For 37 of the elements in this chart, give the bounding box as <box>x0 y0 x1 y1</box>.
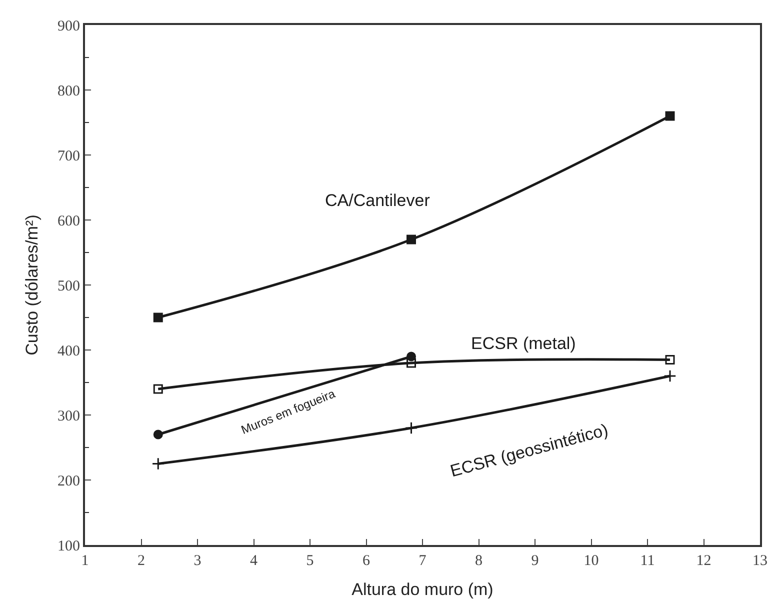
series-label: ECSR (metal) <box>471 334 576 353</box>
x-tick-label: 12 <box>696 553 712 569</box>
x-tick-label: 9 <box>531 553 539 569</box>
x-tick-label: 1 <box>81 553 89 569</box>
x-tick-label: 13 <box>752 553 768 569</box>
point <box>406 234 416 244</box>
point <box>153 312 163 322</box>
point <box>665 355 675 364</box>
y-tick-label: 100 <box>58 538 80 554</box>
y-axis-title: Custo (dólares/m²) <box>22 214 42 356</box>
x-tick-label: 6 <box>362 553 370 569</box>
y-tick-label: 500 <box>58 278 80 294</box>
point <box>664 370 676 382</box>
x-tick-label: 8 <box>475 553 482 569</box>
point <box>406 352 416 362</box>
y-tick-label: 700 <box>58 148 80 164</box>
x-tick-label: 2 <box>138 553 145 569</box>
point <box>665 111 675 121</box>
x-axis-title: Altura do muro (m) <box>352 580 494 599</box>
point <box>404 422 418 434</box>
y-tick-label: 900 <box>58 18 80 34</box>
y-tick-label: 800 <box>58 83 80 100</box>
x-tick-label: 7 <box>418 553 427 569</box>
y-tick-label: 300 <box>58 408 80 424</box>
series-label: CA/Cantilever <box>325 191 430 210</box>
point <box>406 358 416 368</box>
y-tick-label: 400 <box>58 343 80 360</box>
point <box>153 384 163 394</box>
x-tick-label: 5 <box>306 553 314 569</box>
x-tick-label: 4 <box>250 553 258 569</box>
x-tick-label: 3 <box>194 553 202 569</box>
y-tick-label: 200 <box>58 473 80 490</box>
x-tick-label: 10 <box>584 553 599 569</box>
point <box>152 457 164 470</box>
y-tick-label: 600 <box>58 213 80 230</box>
point <box>153 430 163 440</box>
x-tick-label: 11 <box>640 553 655 569</box>
